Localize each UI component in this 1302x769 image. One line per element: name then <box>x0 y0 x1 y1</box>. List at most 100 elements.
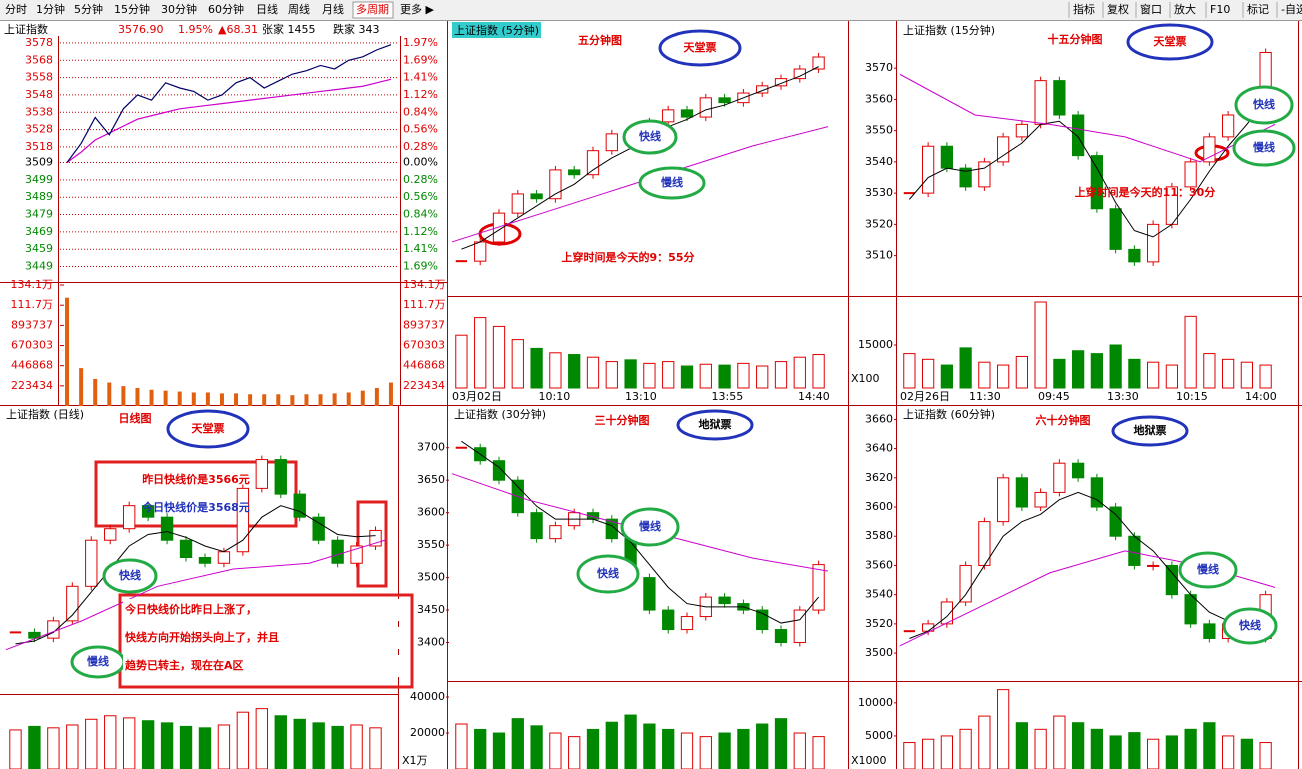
candle <box>959 167 972 188</box>
candle <box>793 609 806 644</box>
toolbar-tab[interactable]: 周线 <box>288 2 310 16</box>
candle <box>28 631 41 639</box>
toolbar-tab[interactable]: 多周期 <box>356 2 389 16</box>
toolbar-tab[interactable]: 60分钟 <box>208 2 244 16</box>
candle <box>255 459 269 489</box>
candle <box>549 525 562 540</box>
volume-bar <box>1128 732 1141 769</box>
y-tick-label: 3568 <box>25 53 53 66</box>
annotation: 今日快线价比昨日上涨了， <box>124 602 257 616</box>
volume-bar <box>549 732 562 769</box>
candle <box>160 516 174 541</box>
y-tick-label: 3530 <box>865 186 893 199</box>
candle <box>350 545 363 564</box>
candle <box>66 585 79 622</box>
fast-line <box>461 440 819 624</box>
candle <box>1222 114 1235 138</box>
y-tick-label: 3550 <box>865 124 893 137</box>
volume-bar <box>940 735 953 769</box>
volume-bar <box>997 364 1010 389</box>
volume-tick-label: 5000 <box>865 729 893 742</box>
panel-borders <box>0 21 1302 769</box>
candle <box>718 596 731 605</box>
volume-bar <box>331 725 344 769</box>
volume-bar <box>1165 364 1178 389</box>
volume-bar <box>812 354 825 389</box>
candle <box>1090 477 1103 508</box>
volume-bar <box>903 742 916 769</box>
candle <box>756 85 769 94</box>
toolbar-tab[interactable]: 15分钟 <box>114 2 150 16</box>
candle <box>680 109 694 118</box>
volume-bar <box>643 723 656 769</box>
volume-bar <box>1222 735 1235 769</box>
candle <box>1203 623 1216 639</box>
candle <box>198 557 212 564</box>
toolbar-button[interactable]: -自选 <box>1281 3 1302 16</box>
candle <box>586 150 600 176</box>
toolbar-button[interactable]: 标记 <box>1247 2 1269 16</box>
toolbar-button[interactable]: 指标 <box>1073 2 1095 16</box>
annotation: 天堂票 <box>684 40 717 54</box>
volume-bar <box>737 728 750 769</box>
volume-bar <box>680 365 694 389</box>
volume-bar <box>492 732 506 769</box>
toolbar-tab[interactable]: 分时 <box>5 3 27 16</box>
candle <box>1090 155 1103 210</box>
volume-bar <box>1034 728 1047 769</box>
panel-title: 上证指数 (日线) <box>6 407 84 421</box>
candle <box>312 516 325 541</box>
volume-bar <box>699 363 712 389</box>
volume-bar <box>1240 738 1253 769</box>
annotation: 上穿时间是今天的11：30分 <box>1075 185 1216 199</box>
toolbar-button[interactable]: 放大 <box>1174 2 1196 16</box>
toolbar-tab[interactable]: 日线 <box>256 2 278 16</box>
y-tick-label: 3540 <box>865 588 893 601</box>
volume-bar <box>959 347 972 389</box>
x-tick-label: 14:40 <box>798 390 830 403</box>
annotation: 慢线 <box>639 519 661 533</box>
volume-bar <box>1109 735 1122 769</box>
header-item: 跌家 343 <box>333 22 380 36</box>
candle <box>662 109 675 123</box>
annotation: 三十分钟图 <box>595 413 650 427</box>
annotation: 快线 <box>638 129 661 143</box>
candle <box>293 493 306 518</box>
volume-bar <box>662 361 675 389</box>
volume-unit: X1000 <box>851 754 887 767</box>
volume-bar <box>290 395 295 406</box>
annotation: 上穿时间是今天的9：55分 <box>562 250 695 264</box>
volume-bar <box>549 352 562 389</box>
toolbar-tab[interactable]: 月线 <box>322 2 344 16</box>
toolbar-tab[interactable]: 1分钟 <box>36 2 65 16</box>
annotation: 趋势已转主，现在在A区 <box>125 658 244 672</box>
header-item: 3576.90 <box>118 23 164 36</box>
candle <box>530 193 543 200</box>
toolbar-button[interactable]: 复权 <box>1107 2 1129 16</box>
volume-bar <box>530 725 543 769</box>
header-item: ▲68.31 <box>218 23 258 36</box>
volume-bar <box>1053 715 1066 769</box>
candle <box>217 551 231 564</box>
volume-bar <box>1015 722 1028 769</box>
toolbar-button[interactable]: 窗口 <box>1140 2 1162 16</box>
volume-bar <box>643 362 656 389</box>
candle <box>1053 80 1066 116</box>
toolbar-button[interactable]: F10 <box>1210 3 1230 16</box>
x-tick-label: 14:00 <box>1245 390 1277 403</box>
pct-label: 1.97% <box>403 36 438 49</box>
y-tick-label: 3548 <box>25 88 53 101</box>
candle <box>959 564 972 603</box>
pct-label: 0.28% <box>403 140 438 153</box>
volume-bar <box>455 334 468 389</box>
toolbar-tab[interactable]: 更多 ▶ <box>400 2 434 16</box>
volume-bar <box>1259 364 1272 389</box>
volume-bar <box>28 725 41 769</box>
volume-bar <box>474 728 487 769</box>
toolbar-tab[interactable]: 5分钟 <box>74 2 103 16</box>
y-tick-label: 3578 <box>25 36 53 49</box>
volume-bar <box>1203 353 1216 389</box>
x-tick-label: 10:15 <box>1176 390 1208 403</box>
toolbar-tab[interactable]: 30分钟 <box>161 2 197 16</box>
annotation: 今日快线价是3568元 <box>141 500 250 514</box>
